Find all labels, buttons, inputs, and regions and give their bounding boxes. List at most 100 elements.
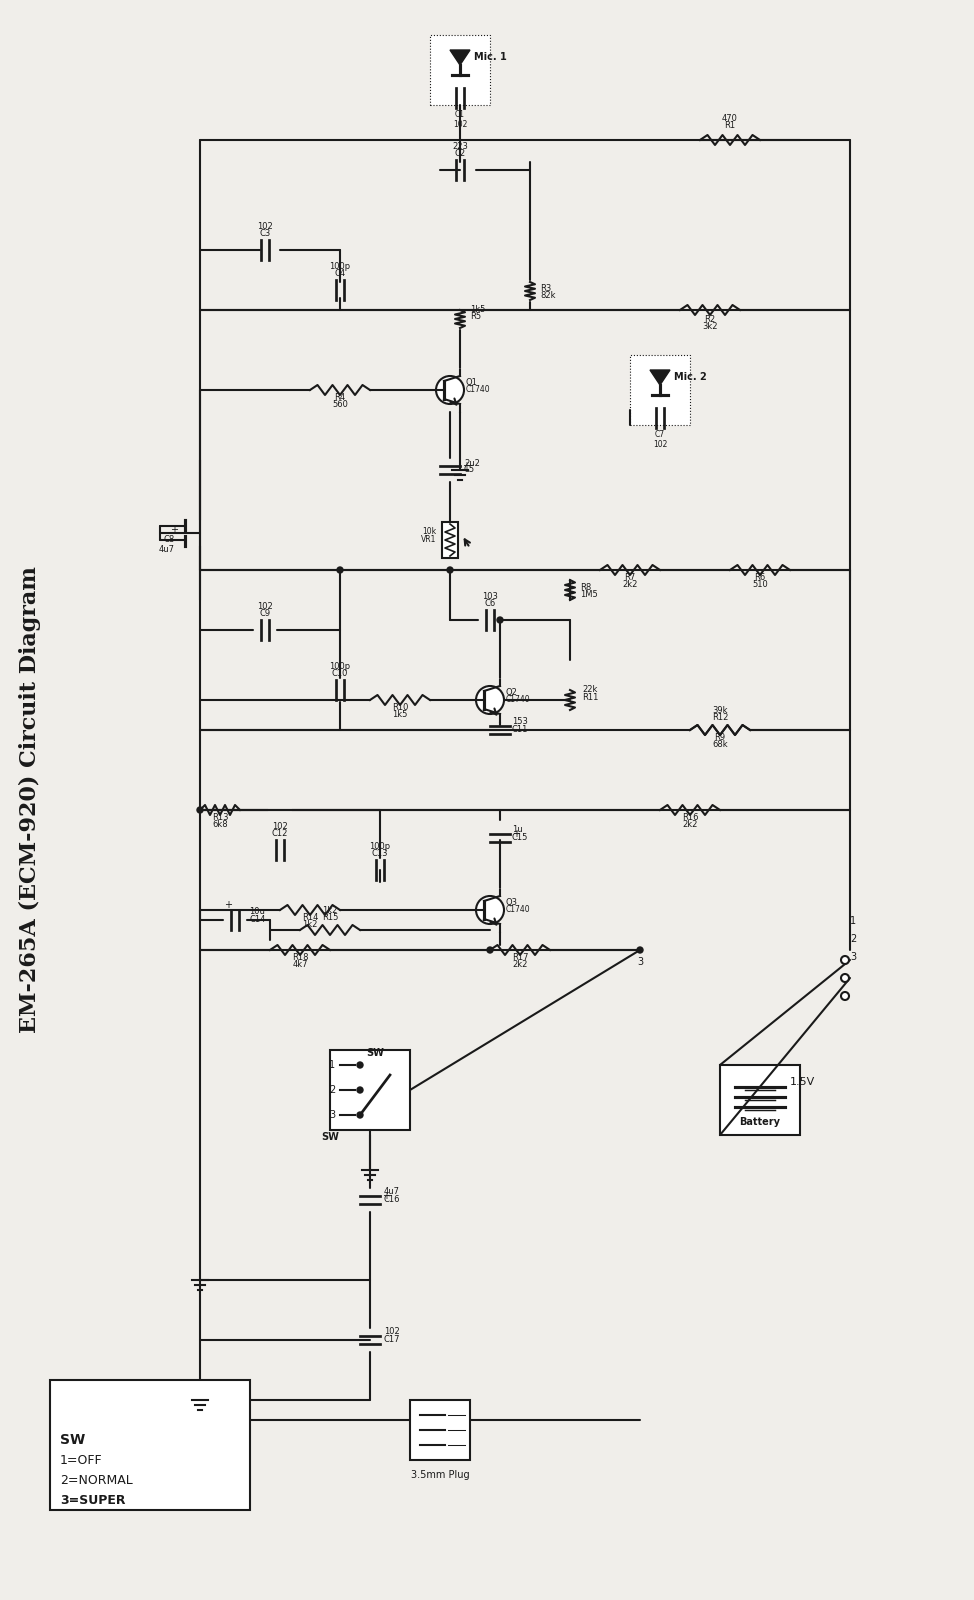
Text: R3: R3 — [540, 285, 551, 293]
Text: 22k: 22k — [582, 685, 597, 694]
Text: 153: 153 — [512, 717, 528, 726]
Text: +: + — [170, 525, 178, 534]
Text: 2u2: 2u2 — [464, 459, 480, 467]
Text: VR1: VR1 — [421, 536, 436, 544]
Circle shape — [476, 896, 504, 925]
Circle shape — [447, 566, 453, 573]
Text: R15: R15 — [321, 914, 338, 922]
Text: C4: C4 — [334, 269, 346, 278]
Text: 3.5mm Plug: 3.5mm Plug — [411, 1470, 469, 1480]
Text: R13: R13 — [211, 813, 228, 822]
Text: R14: R14 — [302, 914, 318, 922]
Text: 82k: 82k — [540, 291, 555, 301]
Text: 2k2: 2k2 — [622, 579, 638, 589]
Text: 1k2: 1k2 — [302, 920, 318, 930]
Text: R5: R5 — [470, 312, 481, 322]
Text: 39k: 39k — [712, 706, 728, 715]
Text: C10: C10 — [332, 669, 348, 678]
Text: C12: C12 — [272, 829, 288, 838]
Text: C2: C2 — [455, 149, 466, 158]
Text: +: + — [512, 829, 520, 838]
Text: 102: 102 — [257, 602, 273, 611]
Text: 3=SUPER: 3=SUPER — [60, 1493, 126, 1507]
Circle shape — [841, 955, 849, 963]
Text: Mic. 1: Mic. 1 — [474, 51, 506, 62]
Circle shape — [357, 1062, 363, 1069]
Text: 100p: 100p — [329, 662, 351, 670]
Text: SW: SW — [321, 1133, 339, 1142]
Text: 3: 3 — [850, 952, 856, 962]
Text: EM-265A (ECM-920) Circuit Diagram: EM-265A (ECM-920) Circuit Diagram — [19, 566, 41, 1034]
Circle shape — [197, 806, 203, 813]
Text: C16: C16 — [384, 1195, 400, 1205]
Circle shape — [436, 376, 464, 403]
Text: 2: 2 — [850, 934, 856, 944]
Text: 1M5: 1M5 — [580, 590, 598, 598]
Text: 6k8: 6k8 — [212, 819, 228, 829]
Text: 102: 102 — [384, 1328, 399, 1336]
Text: C8: C8 — [164, 536, 175, 544]
Circle shape — [637, 947, 643, 954]
Text: C13: C13 — [372, 850, 389, 858]
Text: 3k2: 3k2 — [702, 322, 718, 331]
Text: 1k5: 1k5 — [470, 306, 485, 314]
Bar — [442, 522, 458, 558]
Text: 10k: 10k — [422, 528, 436, 536]
Polygon shape — [650, 370, 670, 386]
Text: C6: C6 — [484, 598, 496, 608]
Text: 510: 510 — [752, 579, 768, 589]
Text: R11: R11 — [582, 693, 598, 702]
Text: Q3: Q3 — [506, 898, 518, 907]
Text: 1u: 1u — [512, 826, 523, 835]
Text: 223: 223 — [452, 142, 468, 150]
Text: 2k2: 2k2 — [683, 819, 697, 829]
Text: Q2: Q2 — [506, 688, 518, 698]
Text: 4k7: 4k7 — [292, 960, 308, 970]
Text: +: + — [462, 461, 470, 470]
Text: 68k: 68k — [712, 739, 728, 749]
Bar — [630, 355, 690, 426]
Circle shape — [497, 618, 503, 622]
Text: 3: 3 — [329, 1110, 335, 1120]
Text: 2=NORMAL: 2=NORMAL — [60, 1474, 132, 1486]
Bar — [720, 1066, 800, 1134]
Text: Battery: Battery — [739, 1117, 780, 1126]
Text: C3: C3 — [259, 229, 271, 238]
Bar — [410, 1400, 470, 1459]
Text: C9: C9 — [259, 610, 271, 618]
Text: 1: 1 — [329, 1059, 335, 1070]
Text: 2: 2 — [329, 1085, 335, 1094]
Text: 1k2: 1k2 — [322, 906, 338, 915]
Circle shape — [487, 947, 493, 954]
Circle shape — [841, 992, 849, 1000]
Text: 102: 102 — [272, 822, 288, 830]
Text: R10: R10 — [392, 702, 408, 712]
Text: 103: 103 — [482, 592, 498, 602]
Text: +: + — [382, 1190, 390, 1202]
Text: R2: R2 — [704, 315, 716, 323]
Text: 560: 560 — [332, 400, 348, 410]
Circle shape — [357, 1112, 363, 1118]
Bar — [50, 1379, 250, 1510]
Text: C14: C14 — [249, 915, 265, 925]
Bar — [430, 35, 490, 106]
Text: Q1: Q1 — [466, 378, 478, 387]
Text: C15: C15 — [512, 834, 528, 843]
Text: +: + — [224, 899, 232, 910]
Text: 2k2: 2k2 — [512, 960, 528, 970]
Text: R8: R8 — [580, 582, 591, 592]
Text: 1: 1 — [850, 915, 856, 926]
Text: C17: C17 — [384, 1336, 400, 1344]
Circle shape — [337, 566, 343, 573]
Text: 1=OFF: 1=OFF — [60, 1453, 102, 1467]
Text: 1k5: 1k5 — [393, 710, 408, 718]
Text: C1740: C1740 — [506, 906, 531, 914]
Text: R12: R12 — [712, 714, 729, 722]
Text: SW: SW — [60, 1434, 86, 1446]
Text: 100p: 100p — [329, 262, 351, 270]
Circle shape — [476, 686, 504, 714]
Text: R6: R6 — [755, 573, 766, 582]
Text: C11: C11 — [512, 725, 528, 734]
Polygon shape — [450, 50, 470, 66]
Text: 4u7: 4u7 — [384, 1187, 400, 1197]
